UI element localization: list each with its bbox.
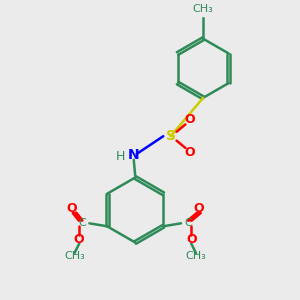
Text: CH₃: CH₃	[193, 4, 214, 14]
Text: S: S	[166, 129, 176, 143]
Text: O: O	[74, 233, 84, 246]
Text: N: N	[128, 148, 140, 162]
Text: O: O	[184, 113, 195, 127]
Text: O: O	[186, 233, 197, 246]
Text: C: C	[184, 218, 192, 228]
Text: H: H	[116, 150, 125, 164]
Text: O: O	[66, 202, 77, 215]
Text: O: O	[194, 202, 204, 215]
Text: CH₃: CH₃	[185, 251, 206, 261]
Text: O: O	[184, 146, 195, 159]
Text: C: C	[78, 218, 86, 228]
Text: CH₃: CH₃	[64, 251, 85, 261]
